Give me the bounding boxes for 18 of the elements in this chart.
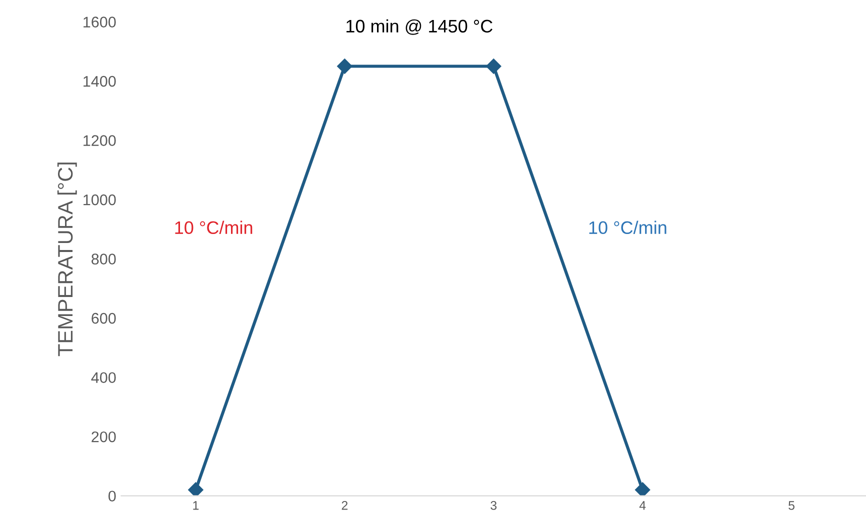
y-tick-label: 0 <box>108 490 116 502</box>
x-tick-label: 4 <box>639 501 646 510</box>
annotation: 10 °C/min <box>175 220 252 234</box>
x-tick-label: 2 <box>342 501 348 510</box>
x-tick-label: 3 <box>490 501 497 510</box>
y-tick-label: 1000 <box>84 194 116 206</box>
annotation: 10 min @ 1450 °C <box>346 19 492 35</box>
annotation: 10 °C/min <box>589 220 666 234</box>
y-tick-label: 400 <box>91 372 116 384</box>
y-tick-label: 200 <box>92 431 116 442</box>
y-tick-label: 800 <box>92 254 116 265</box>
y-tick-label: 1600 <box>84 16 116 28</box>
x-tick-label: 5 <box>788 501 794 510</box>
x-tick-label: 1 <box>193 501 199 510</box>
y-tick-label: 1200 <box>84 135 116 146</box>
y-tick-label: 600 <box>92 312 116 324</box>
y-tick-label: 1400 <box>84 76 116 87</box>
y-axis-title: TEMPERATURA [°C] <box>57 162 77 356</box>
